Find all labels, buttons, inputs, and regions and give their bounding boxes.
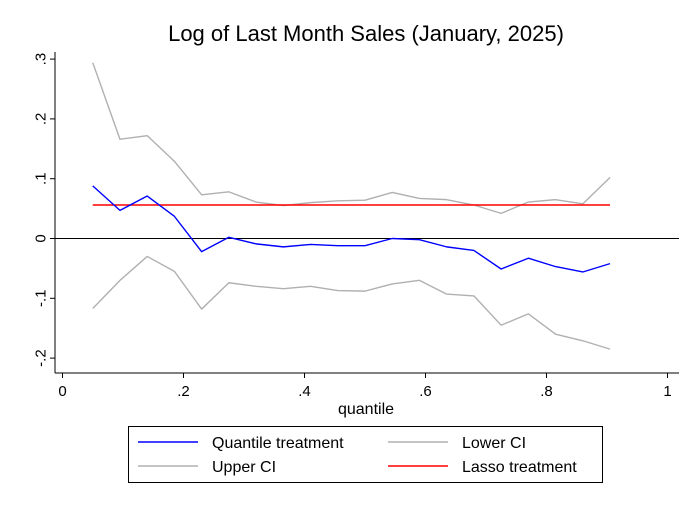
legend-box [128, 426, 603, 483]
chart-title: Log of Last Month Sales (January, 2025) [168, 21, 564, 46]
x-tick-label: .4 [298, 383, 311, 400]
x-tick-label: .8 [540, 383, 553, 400]
series-line-quantile-treatment [92, 185, 611, 273]
legend: Quantile treatment Lower CI Upper CI Lasso … [128, 426, 603, 483]
y-tick-label: -.1 [33, 290, 50, 308]
axes: -.2 -.1 0 .1 .2 .3 0 .2 .4 .6 .8 1 [33, 52, 679, 400]
x-axis-label: quantile [338, 401, 394, 418]
legend-label-lower-ci: Lower CI [462, 435, 526, 452]
x-tick-label: .6 [419, 383, 432, 400]
legend-label-upper-ci: Upper CI [212, 459, 276, 476]
y-tick-label: 0 [33, 234, 50, 242]
y-tick-label: .1 [33, 172, 50, 185]
y-tick-label: .2 [33, 113, 50, 126]
legend-label-quantile-treatment: Quantile treatment [212, 435, 344, 452]
x-tick-label: 0 [58, 383, 66, 400]
series-line-upper-ci [92, 62, 611, 215]
series-lines [92, 62, 611, 350]
x-tick-label: .2 [177, 383, 190, 400]
x-tick-label: 1 [663, 383, 671, 400]
series-line-lower-ci [92, 255, 611, 350]
y-tick-label: .3 [33, 53, 50, 66]
y-tick-label: -.2 [33, 349, 50, 367]
legend-label-lasso-treatment: Lasso treatment [462, 459, 577, 476]
